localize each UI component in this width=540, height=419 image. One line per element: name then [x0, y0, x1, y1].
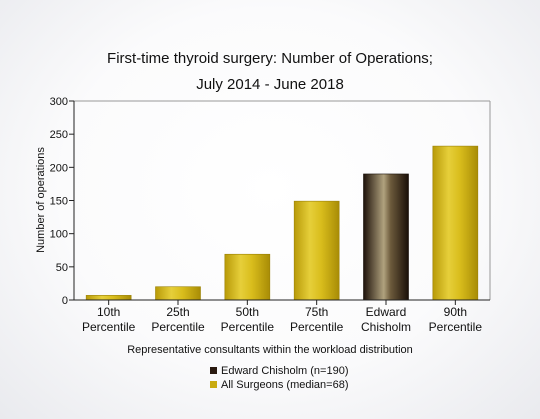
- legend-swatch: [210, 367, 217, 374]
- bars-group: [85, 145, 479, 301]
- y-axis-label: Number of operations: [35, 147, 47, 253]
- bar: [155, 286, 201, 301]
- y-axis: 0 50 100 150 200 250 300: [50, 96, 75, 307]
- x-axis-label: Representative consultants within the wo…: [127, 344, 413, 356]
- x-tick-label: 25th: [166, 305, 189, 319]
- x-tick-label: 90th: [444, 305, 467, 319]
- bar-highlight: [363, 173, 409, 301]
- x-tick-label: 50th: [236, 305, 259, 319]
- x-tick-label: Percentile: [82, 320, 136, 334]
- x-tick-label: Percentile: [290, 320, 344, 334]
- x-tick-label: Percentile: [151, 320, 205, 334]
- bar: [293, 200, 340, 301]
- bar: [85, 295, 132, 301]
- x-tick-label: Chisholm: [361, 320, 411, 334]
- x-axis: 10thPercentile25thPercentile50thPercenti…: [74, 299, 490, 334]
- x-tick-label: 75th: [305, 305, 328, 319]
- y-tick-label: 100: [50, 229, 68, 241]
- y-tick-label: 200: [50, 162, 68, 174]
- bar: [432, 145, 479, 301]
- legend-swatch: [210, 381, 217, 388]
- y-tick-label: 250: [50, 129, 68, 141]
- y-tick-label: 50: [56, 262, 68, 274]
- y-tick-label: 300: [50, 96, 68, 108]
- x-tick-label: 10th: [97, 305, 120, 319]
- x-tick-label: Percentile: [429, 320, 483, 334]
- x-tick-label: Edward: [366, 305, 407, 319]
- legend-label: Edward Chisholm (n=190): [221, 365, 348, 377]
- y-tick-label: 150: [50, 196, 68, 208]
- legend-label: All Surgeons (median=68): [221, 379, 349, 391]
- chart-title-line-1: First-time thyroid surgery: Number of Op…: [107, 50, 433, 67]
- y-tick-label: 0: [62, 295, 68, 307]
- bar: [224, 253, 271, 301]
- chart-title-line-2: July 2014 - June 2018: [196, 76, 344, 93]
- x-tick-label: Percentile: [221, 320, 275, 334]
- legend: Edward Chisholm (n=190) All Surgeons (med…: [210, 365, 349, 391]
- plot-area: [74, 100, 491, 300]
